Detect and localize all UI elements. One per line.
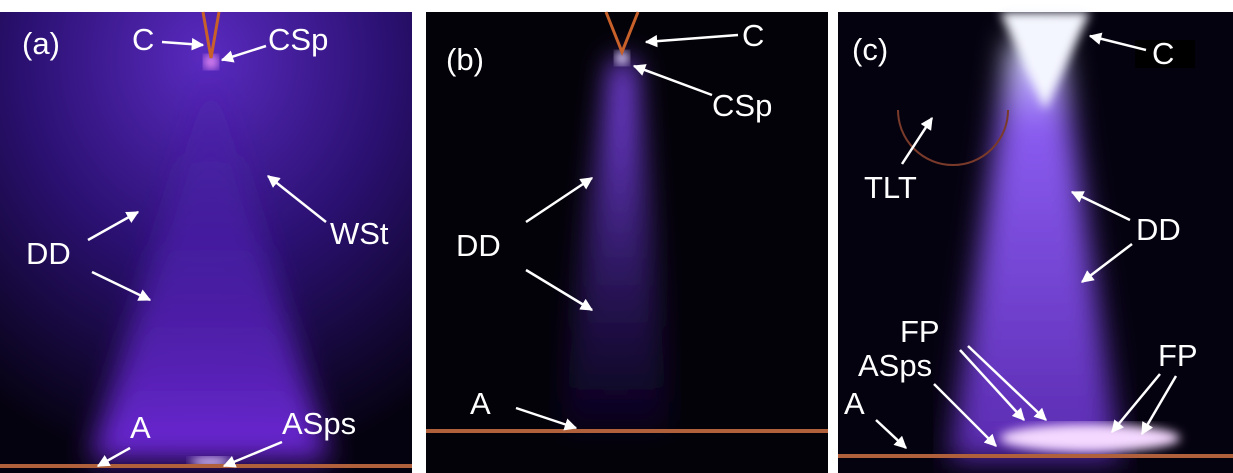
- panel-tag: (c): [852, 32, 888, 67]
- label: ASps: [858, 348, 932, 383]
- label: TLT: [864, 170, 917, 205]
- figure: (a) C CSp WSt DD A ASps (b) C CSp DD A (…: [0, 0, 1233, 473]
- label: C: [742, 18, 764, 53]
- panel-c: (c) C TLT DD FP ASps FP A: [838, 12, 1233, 473]
- panel-a: (a) C CSp WSt DD A ASps: [0, 12, 412, 473]
- panel-b: (b) C CSp DD A: [426, 12, 828, 473]
- label: FP: [900, 314, 940, 349]
- label: DD: [1136, 212, 1181, 247]
- label: C: [1152, 36, 1174, 71]
- label: DD: [26, 236, 71, 271]
- label: DD: [456, 228, 501, 263]
- label: ASps: [282, 406, 356, 441]
- label: A: [844, 386, 865, 421]
- label: CSp: [712, 88, 772, 123]
- label: CSp: [268, 22, 328, 57]
- label: FP: [1158, 338, 1198, 373]
- label: WSt: [330, 216, 389, 251]
- panel-tag: (a): [22, 26, 60, 61]
- label: A: [130, 410, 151, 445]
- panel-tag: (b): [446, 42, 484, 77]
- label: C: [132, 22, 154, 57]
- label: A: [470, 386, 491, 421]
